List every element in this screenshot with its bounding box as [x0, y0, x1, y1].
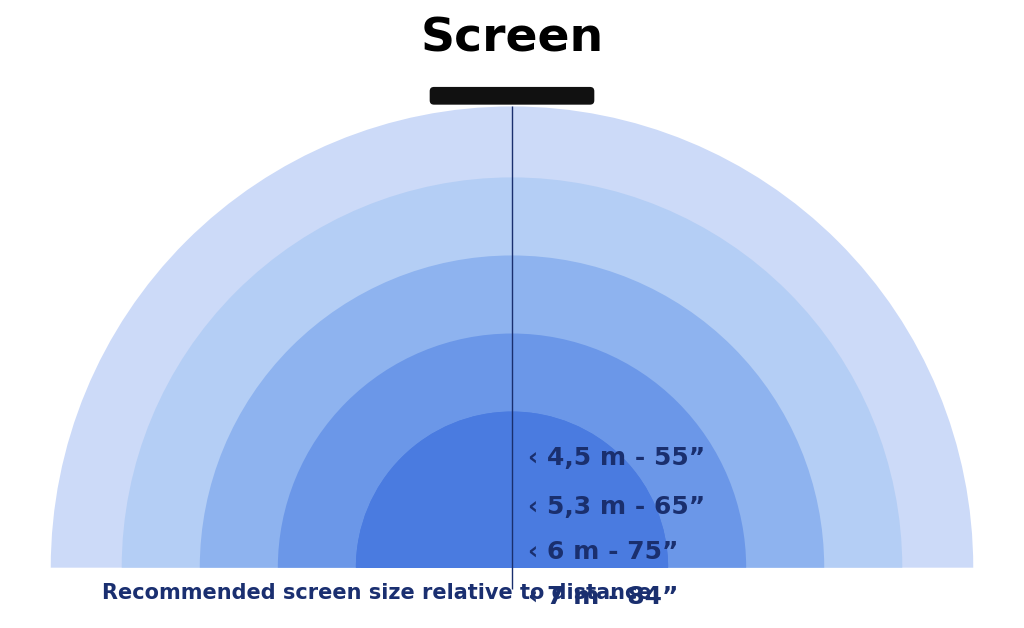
- Wedge shape: [434, 490, 590, 568]
- Wedge shape: [475, 531, 549, 568]
- Text: ‹ 5,3 m - 65”: ‹ 5,3 m - 65”: [527, 495, 705, 519]
- Wedge shape: [424, 479, 600, 568]
- Wedge shape: [481, 536, 543, 568]
- Wedge shape: [356, 411, 668, 568]
- Wedge shape: [465, 521, 559, 568]
- Wedge shape: [361, 417, 663, 568]
- FancyBboxPatch shape: [430, 87, 594, 105]
- Wedge shape: [470, 526, 554, 568]
- Wedge shape: [382, 438, 642, 568]
- Text: ‹ 6 m - 75”: ‹ 6 m - 75”: [527, 540, 678, 564]
- Wedge shape: [278, 333, 746, 568]
- Wedge shape: [486, 542, 538, 568]
- Wedge shape: [356, 411, 668, 568]
- Wedge shape: [392, 448, 632, 568]
- Wedge shape: [200, 256, 824, 568]
- Wedge shape: [387, 443, 637, 568]
- Wedge shape: [408, 463, 616, 568]
- Wedge shape: [377, 433, 647, 568]
- Wedge shape: [439, 495, 585, 568]
- Text: Screen: Screen: [421, 16, 603, 62]
- Wedge shape: [492, 547, 532, 568]
- Wedge shape: [444, 500, 580, 568]
- Wedge shape: [450, 506, 574, 568]
- Wedge shape: [51, 106, 973, 568]
- Wedge shape: [429, 484, 595, 568]
- Text: ‹ 4,5 m - 55”: ‹ 4,5 m - 55”: [527, 446, 705, 470]
- Wedge shape: [419, 474, 605, 568]
- Wedge shape: [497, 552, 527, 568]
- Wedge shape: [413, 469, 611, 568]
- Wedge shape: [367, 422, 657, 568]
- Wedge shape: [402, 458, 622, 568]
- Text: ‹ 7 m - 84”: ‹ 7 m - 84”: [527, 585, 678, 610]
- Wedge shape: [372, 427, 652, 568]
- Wedge shape: [502, 557, 522, 568]
- Wedge shape: [397, 453, 627, 568]
- Wedge shape: [122, 177, 902, 568]
- Wedge shape: [455, 511, 569, 568]
- Wedge shape: [460, 516, 564, 568]
- Text: Recommended screen size relative to distance: Recommended screen size relative to dist…: [102, 583, 652, 603]
- Wedge shape: [507, 563, 517, 568]
